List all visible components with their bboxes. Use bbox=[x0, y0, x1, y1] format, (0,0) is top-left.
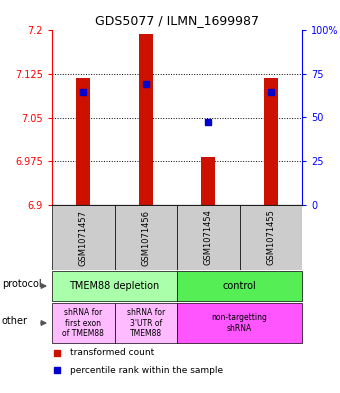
Title: GDS5077 / ILMN_1699987: GDS5077 / ILMN_1699987 bbox=[95, 15, 259, 28]
Bar bbox=[115, 303, 177, 343]
Bar bbox=[52, 303, 115, 343]
Bar bbox=[177, 205, 239, 270]
Bar bbox=[52, 271, 177, 301]
Bar bbox=[264, 79, 278, 205]
Text: GSM1071456: GSM1071456 bbox=[141, 209, 150, 266]
Bar bbox=[76, 79, 90, 205]
Text: transformed count: transformed count bbox=[69, 348, 154, 357]
Text: shRNA for
first exon
of TMEM88: shRNA for first exon of TMEM88 bbox=[62, 308, 104, 338]
Text: shRNA for
3'UTR of
TMEM88: shRNA for 3'UTR of TMEM88 bbox=[126, 308, 165, 338]
Bar bbox=[177, 303, 302, 343]
Bar bbox=[115, 205, 177, 270]
Text: GSM1071454: GSM1071454 bbox=[204, 209, 213, 265]
Bar bbox=[201, 157, 215, 205]
Text: control: control bbox=[223, 281, 256, 291]
Text: non-targetting
shRNA: non-targetting shRNA bbox=[211, 313, 268, 333]
Text: other: other bbox=[2, 316, 28, 326]
Bar bbox=[52, 205, 115, 270]
Text: percentile rank within the sample: percentile rank within the sample bbox=[69, 366, 223, 375]
Bar bbox=[139, 34, 153, 205]
Bar bbox=[239, 205, 302, 270]
Text: GSM1071455: GSM1071455 bbox=[266, 209, 275, 265]
Text: GSM1071457: GSM1071457 bbox=[79, 209, 88, 266]
Text: TMEM88 depletion: TMEM88 depletion bbox=[69, 281, 159, 291]
Bar bbox=[177, 271, 302, 301]
Text: protocol: protocol bbox=[2, 279, 41, 289]
